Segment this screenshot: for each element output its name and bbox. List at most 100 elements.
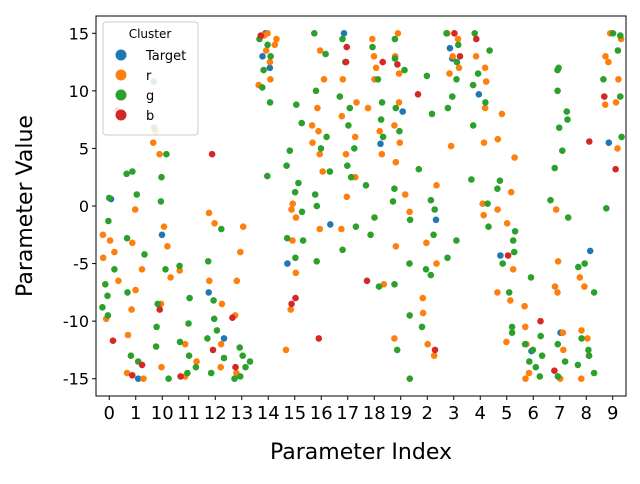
data-point-g [339, 246, 346, 254]
data-point-r [262, 47, 270, 54]
data-point-g [486, 47, 493, 54]
data-point-r [156, 150, 163, 158]
data-point-r [391, 122, 398, 129]
data-point-g [371, 214, 378, 221]
data-point-g [375, 283, 383, 290]
legend: Cluster Target rgb [102, 21, 199, 136]
data-point-b [257, 32, 265, 39]
data-point-r [273, 35, 280, 43]
data-point-g [123, 234, 131, 242]
data-point-b [394, 61, 401, 68]
data-point-g [600, 76, 607, 83]
data-point-g [494, 185, 501, 192]
data-point-g [396, 127, 403, 135]
data-point-r [316, 47, 324, 54]
data-point-r [315, 127, 322, 135]
data-point-g [554, 87, 561, 95]
data-point-g [339, 35, 346, 43]
data-point-g [292, 254, 299, 262]
data-point-b [586, 138, 593, 145]
data-point-r [551, 283, 559, 290]
data-point-g [554, 373, 562, 380]
data-point-g [210, 315, 218, 323]
data-point-g [508, 323, 516, 331]
data-point-r [576, 274, 584, 281]
data-point-target [266, 64, 274, 72]
data-point-target [205, 289, 212, 296]
data-point-r [481, 104, 489, 112]
legend-box [102, 21, 199, 136]
data-point-r [395, 99, 403, 106]
data-point-b [208, 150, 216, 158]
data-point-g [561, 358, 569, 365]
data-point-g [574, 361, 582, 369]
legend-label-b: b [146, 109, 154, 124]
data-point-g [313, 258, 321, 265]
data-point-target [284, 260, 291, 267]
data-point-g [317, 145, 325, 152]
data-point-r [217, 340, 225, 348]
data-point-g [185, 352, 193, 360]
data-point-g [431, 206, 439, 213]
data-point-g [127, 352, 135, 360]
data-point-g [391, 55, 399, 62]
data-point-g [401, 66, 408, 74]
data-point-b [343, 43, 351, 51]
data-point-g [220, 354, 228, 362]
data-point-g [430, 231, 437, 239]
data-point-r [424, 340, 432, 348]
legend-marker-b [115, 109, 127, 121]
data-point-r [498, 110, 506, 118]
data-point-r [266, 58, 274, 66]
data-point-g [369, 43, 376, 51]
data-point-r [406, 208, 413, 216]
data-point-g [508, 329, 516, 337]
data-point-r [392, 243, 400, 250]
data-point-g [378, 99, 386, 106]
data-point-g [283, 162, 290, 169]
data-point-r [419, 309, 427, 317]
data-point-target [432, 216, 440, 224]
data-point-b [601, 93, 608, 100]
data-point-g [526, 358, 533, 365]
data-point-r [271, 41, 279, 49]
data-point-r [615, 76, 622, 83]
data-point-b [315, 335, 323, 342]
data-point-g [266, 99, 274, 106]
data-point-g [207, 369, 215, 377]
data-point-r [314, 104, 321, 112]
data-point-g [362, 182, 370, 189]
data-point-g [423, 72, 431, 80]
data-point-target [586, 247, 594, 255]
data-point-target [158, 231, 166, 239]
data-point-g [186, 294, 193, 302]
data-point-g [406, 312, 414, 319]
data-point-g [581, 260, 588, 267]
data-point-g [367, 231, 374, 239]
data-point-b [342, 58, 350, 66]
data-point-r [343, 193, 351, 201]
y-tick-label: -15 [63, 370, 89, 389]
data-point-g [532, 363, 540, 371]
data-point-g [554, 340, 562, 348]
data-point-target [327, 221, 334, 228]
data-point-g [242, 363, 249, 371]
data-point-g [469, 81, 477, 89]
data-point-g [471, 30, 479, 37]
data-point-r [396, 139, 404, 146]
data-point-r [433, 260, 440, 267]
data-point-r [472, 53, 480, 60]
data-point-g [344, 162, 351, 169]
data-point-g [162, 266, 169, 273]
data-point-b [138, 361, 146, 369]
data-point-g [509, 237, 517, 244]
data-point-g [449, 93, 456, 100]
data-point-g [295, 179, 302, 187]
data-point-r [205, 209, 213, 217]
data-point-g [618, 133, 625, 141]
x-tick-label: 7 [554, 403, 565, 424]
data-point-r [364, 104, 372, 112]
data-point-r [316, 225, 324, 233]
data-point-r [395, 70, 403, 77]
data-point-r [560, 346, 567, 354]
